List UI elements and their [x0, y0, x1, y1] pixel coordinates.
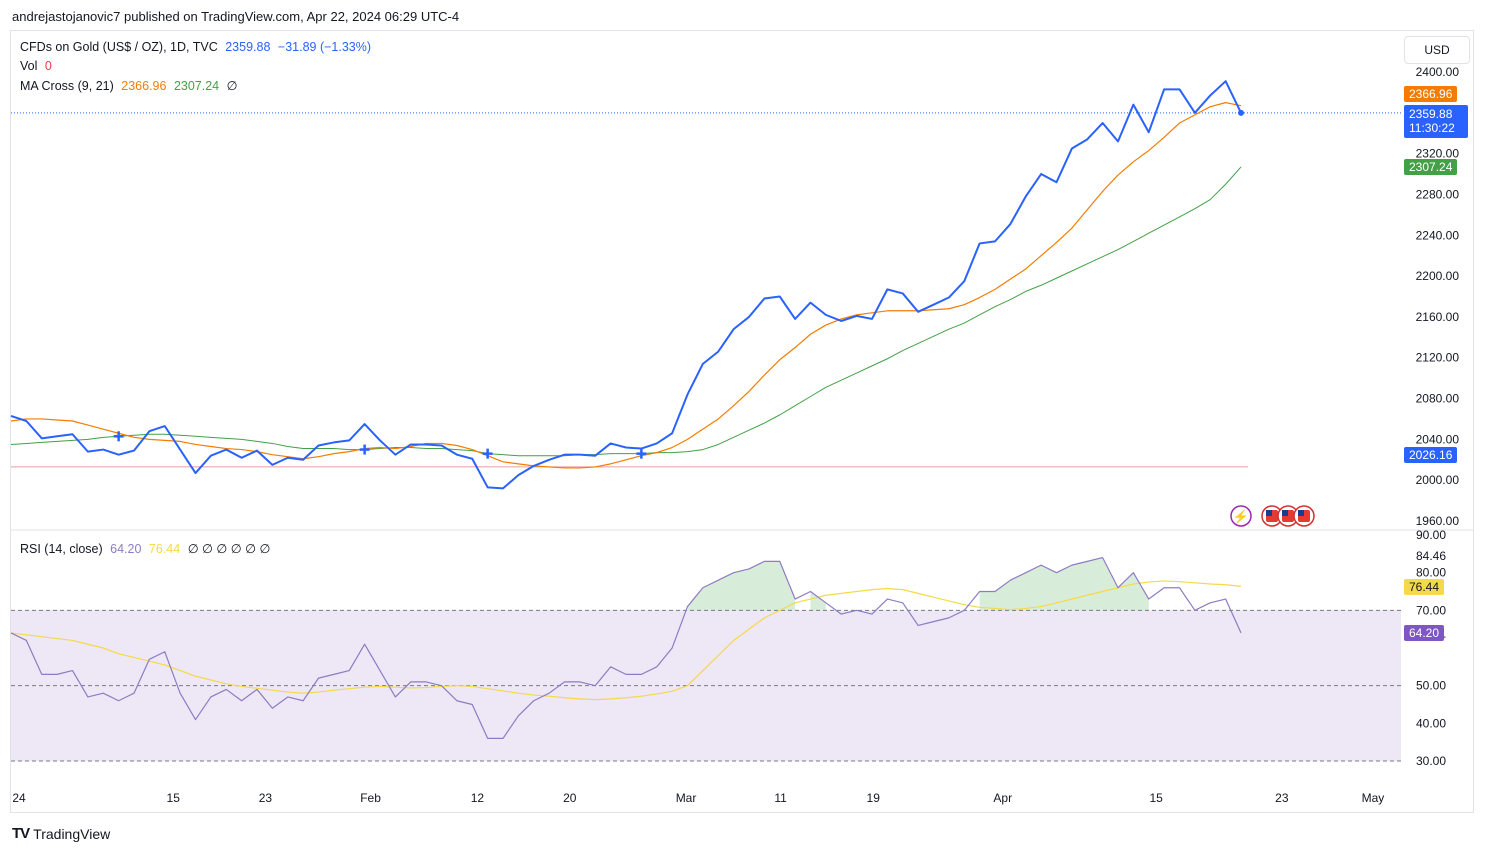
- rsi-axis-tick: 80.00: [1416, 566, 1446, 580]
- symbol-title: CFDs on Gold (US$ / OZ), 1D, TVC: [20, 40, 218, 54]
- published-by-text: andrejastojanovic7 published on TradingV…: [12, 9, 460, 24]
- ma-cross-label: MA Cross (9, 21): [20, 79, 114, 93]
- lightning-icon: [1230, 505, 1252, 527]
- price-axis-tick: 2240.00: [1416, 228, 1460, 242]
- x-axis-tick: Apr: [993, 791, 1012, 805]
- x-axis-tick: 20: [563, 791, 577, 805]
- us-flag-canton: [1266, 510, 1272, 516]
- x-axis-tick: 11: [774, 791, 787, 805]
- rsi-label: RSI (14, close): [20, 542, 103, 556]
- lightning-glyph: ⚡: [1233, 509, 1249, 525]
- rsi-axis-tick: 90.00: [1416, 528, 1446, 542]
- ma-extra-value: ∅: [226, 79, 238, 93]
- footer-brand: TradingView: [33, 825, 111, 842]
- rsi-axis-tick: 70.00: [1416, 603, 1446, 617]
- tradingview-logo[interactable]: TV TradingView: [12, 825, 110, 842]
- price-axis-tick: 2000.00: [1416, 473, 1460, 487]
- rsi-line: [10, 556, 1242, 740]
- rsi-overbought-fill: [687, 561, 796, 611]
- rsi-ma-value: 76.44: [148, 542, 181, 556]
- last-price-text: 2359.88: [1409, 107, 1453, 121]
- countdown-text: 11:30:22: [1409, 121, 1455, 135]
- last-price-label: 2359.88 11:30:22: [1404, 105, 1468, 138]
- us-flag-canton: [1282, 510, 1288, 516]
- ma-slow-line: [10, 166, 1242, 457]
- x-axis-tick: 15: [167, 791, 181, 805]
- price-axis-tick: 2040.00: [1416, 432, 1460, 446]
- rsi-axis-tick: 30.00: [1416, 754, 1446, 768]
- rsi-overbought-fill: [810, 591, 826, 611]
- x-axis-tick: 12: [471, 791, 485, 805]
- x-axis-tick: 23: [259, 791, 273, 805]
- x-axis-tick: 19: [867, 791, 881, 805]
- price-change-value: −31.89 (−1.33%): [277, 40, 372, 54]
- price-axis-tick: 2400.00: [1416, 65, 1460, 79]
- price-axis-tick: 2080.00: [1416, 392, 1460, 406]
- price-axis-tick: 2120.00: [1416, 351, 1460, 365]
- volume-legend[interactable]: Vol 0: [20, 59, 56, 73]
- price-axis-tick: 1960.00: [1416, 514, 1460, 528]
- x-axis-tick: Mar: [676, 791, 697, 805]
- rsi-axis-tick: 50.00: [1416, 679, 1446, 693]
- price-axis-tick: 2320.00: [1416, 147, 1460, 161]
- price-axis-tick: 2280.00: [1416, 187, 1460, 201]
- last-price-dot: [1238, 109, 1244, 116]
- last-price-value: 2359.88: [225, 40, 271, 54]
- us-flag-canton: [1298, 510, 1304, 516]
- x-axis-tick: 23: [1275, 791, 1289, 805]
- volume-label: Vol: [20, 59, 38, 73]
- x-axis-tick: May: [1362, 791, 1385, 805]
- x-axis-tick: Feb: [360, 791, 381, 805]
- ma-fast-value: 2366.96: [121, 79, 167, 93]
- rsi-ma-price-label: 76.44: [1404, 579, 1445, 595]
- rsi-legend[interactable]: RSI (14, close) 64.20 76.44 ∅ ∅ ∅ ∅ ∅ ∅: [20, 541, 274, 556]
- currency-button[interactable]: USD: [1404, 36, 1470, 64]
- rsi-axis-tick: 84.46: [1416, 549, 1446, 563]
- ma-cross-legend[interactable]: MA Cross (9, 21) 2366.96 2307.24 ∅: [20, 78, 242, 93]
- rsi-price-label: 64.20: [1404, 625, 1445, 641]
- ma-slow-value: 2307.24: [173, 79, 220, 93]
- rsi-extra-values: ∅ ∅ ∅ ∅ ∅ ∅: [187, 542, 271, 556]
- ma-fast-line: [10, 102, 1242, 469]
- price-axis-tick: 2160.00: [1416, 310, 1460, 324]
- rsi-overbought-fill: [979, 557, 1149, 611]
- tv-logo-icon: TV: [12, 825, 30, 842]
- rsi-ma-line: [10, 580, 1242, 701]
- symbol-legend[interactable]: CFDs on Gold (US$ / OZ), 1D, TVC 2359.88…: [20, 40, 375, 54]
- ma-fast-price-label: 2366.96: [1404, 86, 1458, 102]
- rsi-axis-tick: 40.00: [1416, 716, 1446, 730]
- rsi-value: 64.20: [110, 542, 142, 556]
- volume-value: 0: [44, 59, 52, 73]
- chart-frame: [10, 30, 1474, 813]
- x-axis-tick: 24: [12, 791, 26, 805]
- cross-level-price-label: 2026.16: [1404, 447, 1458, 463]
- price-line: [10, 80, 1242, 490]
- price-axis-tick: 2200.00: [1416, 269, 1460, 283]
- x-axis-tick: 15: [1149, 791, 1163, 805]
- ma-slow-price-label: 2307.24: [1404, 159, 1458, 175]
